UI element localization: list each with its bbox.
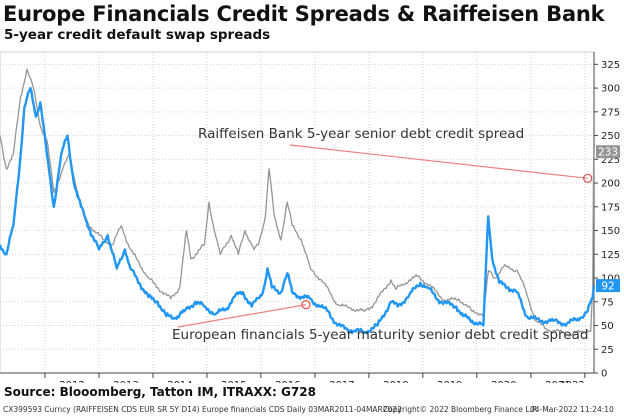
- chart-grid: [0, 51, 595, 374]
- y-tick-label: 300: [601, 84, 620, 95]
- x-tick-label: 2015: [221, 380, 246, 383]
- x-tick-label: 2014: [167, 380, 192, 383]
- chart-annotations: Raiffeisen Bank 5-year senior debt credi…: [172, 126, 593, 343]
- x-tick-label: 2019: [437, 380, 462, 383]
- y-tick-label: 250: [601, 131, 620, 142]
- last-value-badge: [596, 279, 620, 293]
- y-tick-label: 175: [601, 202, 620, 213]
- y-tick-label: 200: [601, 179, 620, 190]
- annotation-financials-marker: [301, 300, 311, 310]
- y-tick-label: 275: [601, 107, 620, 118]
- y-tick-label: 0: [601, 369, 607, 380]
- annotation-financials-leader: [177, 304, 307, 328]
- y-tick-label: 150: [601, 226, 620, 237]
- plot-frame: [0, 51, 595, 374]
- y-tick-label: 75: [601, 297, 614, 308]
- series-line-financials: [0, 86, 596, 335]
- y-tick-label: 50: [601, 321, 614, 332]
- y-axis: 0 25 50 75 100 125 150 175 200 225 250 275 300 325: [593, 52, 620, 380]
- chart-title: Europe Financials Credit Spreads & Raiff…: [3, 2, 605, 26]
- footer-timestamp: 04-Mar-2022 11:24:10: [530, 405, 614, 414]
- chart-series: [0, 68, 596, 337]
- annotation-raiffeisen-marker: [583, 173, 593, 183]
- y-tick-label: 100: [601, 274, 620, 285]
- annotation-financials-label: European financials 5-year maturity seni…: [172, 327, 588, 343]
- footer-copyright: Copyright© 2022 Bloomberg Finance L.P.: [383, 405, 538, 414]
- last-value-badge-label: 233: [598, 147, 618, 159]
- annotation-raiffeisen-leader: [289, 144, 588, 179]
- x-tick-label: 2016: [275, 380, 300, 383]
- x-tick-label: 2017: [329, 380, 354, 383]
- last-value-badge: [596, 145, 620, 159]
- y-tick-label: 325: [601, 60, 620, 71]
- chart-source: Source: Blooomberg, Tatton IM, ITRAXX: G…: [4, 385, 316, 399]
- line-chart: 0 25 50 75 100 125 150 175 200 225 250 275 300 325 20…: [0, 51, 620, 383]
- last-value-badge-label: 92: [601, 281, 614, 293]
- last-value-badges: 233 92: [596, 145, 620, 293]
- footer-security-info: CX399593 Curncy (RAIFFEISEN CDS EUR SR 5…: [3, 405, 402, 414]
- y-tick-label: 225: [601, 155, 620, 166]
- y-tick-label: 125: [601, 250, 620, 261]
- annotation-raiffeisen-label: Raiffeisen Bank 5-year senior debt credi…: [198, 126, 524, 142]
- chart-subtitle: 5-year credit default swap spreads: [4, 27, 271, 43]
- y-tick-label: 25: [601, 345, 614, 356]
- x-tick-label: 2012: [59, 380, 84, 383]
- x-tick-label: 2021: [545, 380, 570, 383]
- x-tick-label: 2020: [491, 380, 516, 383]
- x-tick-label: 2013: [113, 380, 138, 383]
- x-axis: 2012 2013 2014 2015 2016 2017 2018 2019 2020 2021…: [0, 372, 594, 383]
- x-tick-label: 2018: [383, 380, 408, 383]
- x-tick-label: 2022: [559, 380, 584, 383]
